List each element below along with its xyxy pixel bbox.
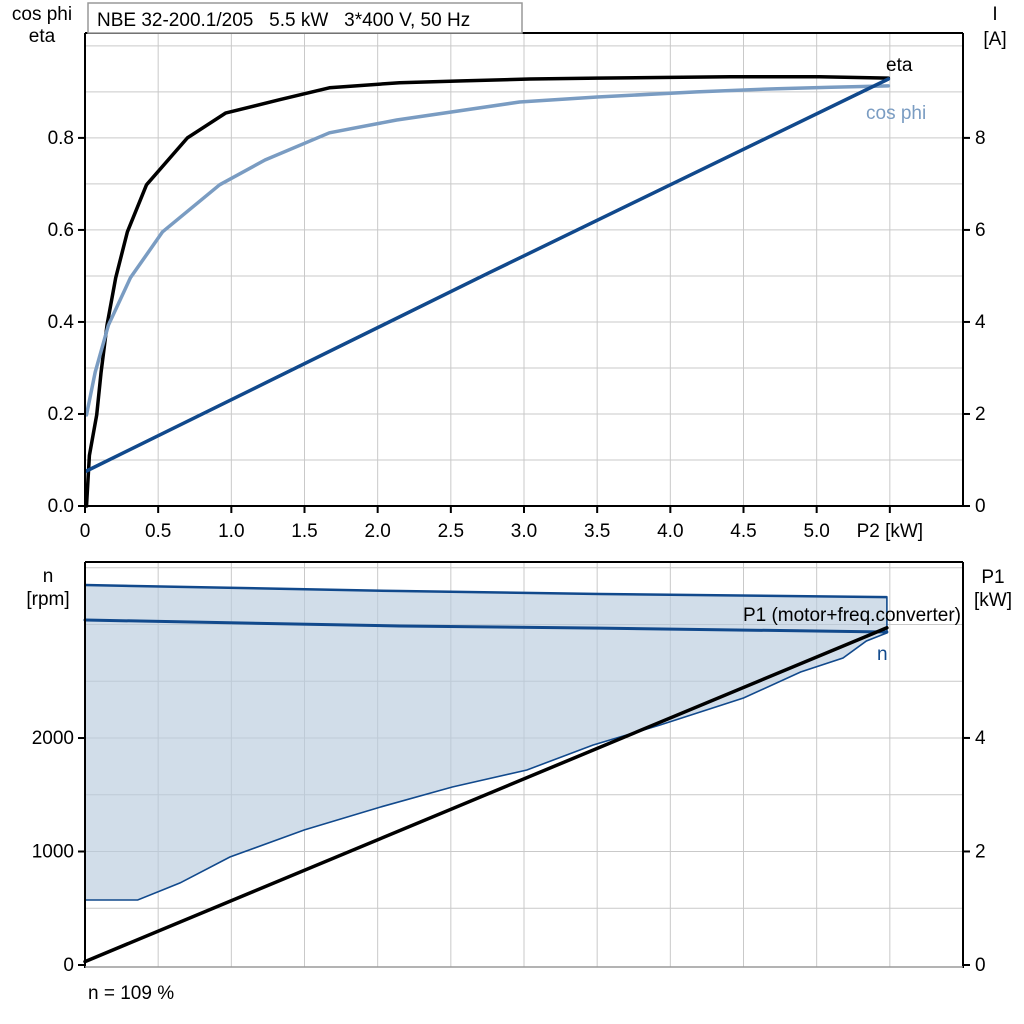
series-n bbox=[83, 618, 889, 634]
axis-title-left: eta bbox=[29, 26, 56, 47]
y-right-tick-label: 0 bbox=[975, 496, 986, 517]
curve-label-n-109-: n = 109 % bbox=[88, 983, 174, 1004]
y-left-tick-label: 0.0 bbox=[48, 496, 74, 517]
gridlines bbox=[85, 33, 963, 506]
y-right-tick-label: 4 bbox=[975, 728, 986, 749]
curve-label-p1-motor-freq-converter-: P1 (motor+freq.converter) bbox=[743, 605, 961, 626]
plot-frame bbox=[84, 561, 964, 968]
y-left-tick-label: 0.8 bbox=[48, 128, 74, 149]
y-right-tick-label: 8 bbox=[975, 128, 986, 149]
series-cos-phi bbox=[84, 84, 891, 417]
y-right-tick-label: 2 bbox=[975, 404, 986, 425]
curve-label-cos-phi: cos phi bbox=[866, 103, 926, 124]
x-tick-label: P2 [kW] bbox=[857, 521, 924, 542]
y-left-tick-label: 2000 bbox=[32, 728, 74, 749]
y-left-tick-label: 0 bbox=[63, 955, 74, 976]
x-tick-label: 5.0 bbox=[803, 521, 829, 542]
series-p1-motor-freq-converter- bbox=[83, 626, 889, 964]
x-tick-label: 3.5 bbox=[584, 521, 610, 542]
y-right-tick-label: 6 bbox=[975, 220, 986, 241]
axis-title-right: [kW] bbox=[974, 590, 1012, 611]
series-i bbox=[84, 77, 891, 473]
y-right-tick-label: 4 bbox=[975, 312, 986, 333]
axis-title-left: cos phi bbox=[12, 4, 72, 25]
y-right-tick-label: 2 bbox=[975, 841, 986, 862]
x-tick-label: 3.0 bbox=[511, 521, 537, 542]
band-upper-edge bbox=[84, 583, 887, 599]
axis-title-left: n bbox=[43, 566, 54, 587]
x-tick-label: 0.5 bbox=[145, 521, 171, 542]
x-tick-label: 2.0 bbox=[364, 521, 390, 542]
curve-label-n: n bbox=[877, 644, 888, 665]
x-tick-label: 1.0 bbox=[218, 521, 244, 542]
y-left-tick-label: 1000 bbox=[32, 842, 74, 863]
x-tick-label: 4.0 bbox=[657, 521, 683, 542]
x-tick-label: 1.5 bbox=[291, 521, 317, 542]
axis-title-right: I bbox=[992, 4, 997, 25]
band-speed-range bbox=[84, 584, 888, 901]
axis-title-left: [rpm] bbox=[26, 589, 69, 610]
x-tick-label: 2.5 bbox=[438, 521, 464, 542]
axis-title-right: [A] bbox=[983, 29, 1006, 50]
axis-title-right: P1 bbox=[981, 567, 1004, 588]
x-tick-label: 0 bbox=[80, 521, 91, 542]
curve-label-eta: eta bbox=[886, 55, 913, 76]
x-tick-label: 4.5 bbox=[730, 521, 756, 542]
chart-top: 0 0.5 1.0 1.5 2.0 2.5 3.0 3.5 4.0 4.5 5.0 P2 [kW] 0.… bbox=[12, 4, 1007, 542]
y-left-tick-label: 0.2 bbox=[48, 404, 74, 425]
y-left-tick-label: 0.6 bbox=[48, 220, 74, 241]
series-eta bbox=[84, 74, 891, 508]
y-right-tick-label: 0 bbox=[975, 955, 986, 976]
y-left-tick-label: 0.4 bbox=[48, 312, 75, 333]
